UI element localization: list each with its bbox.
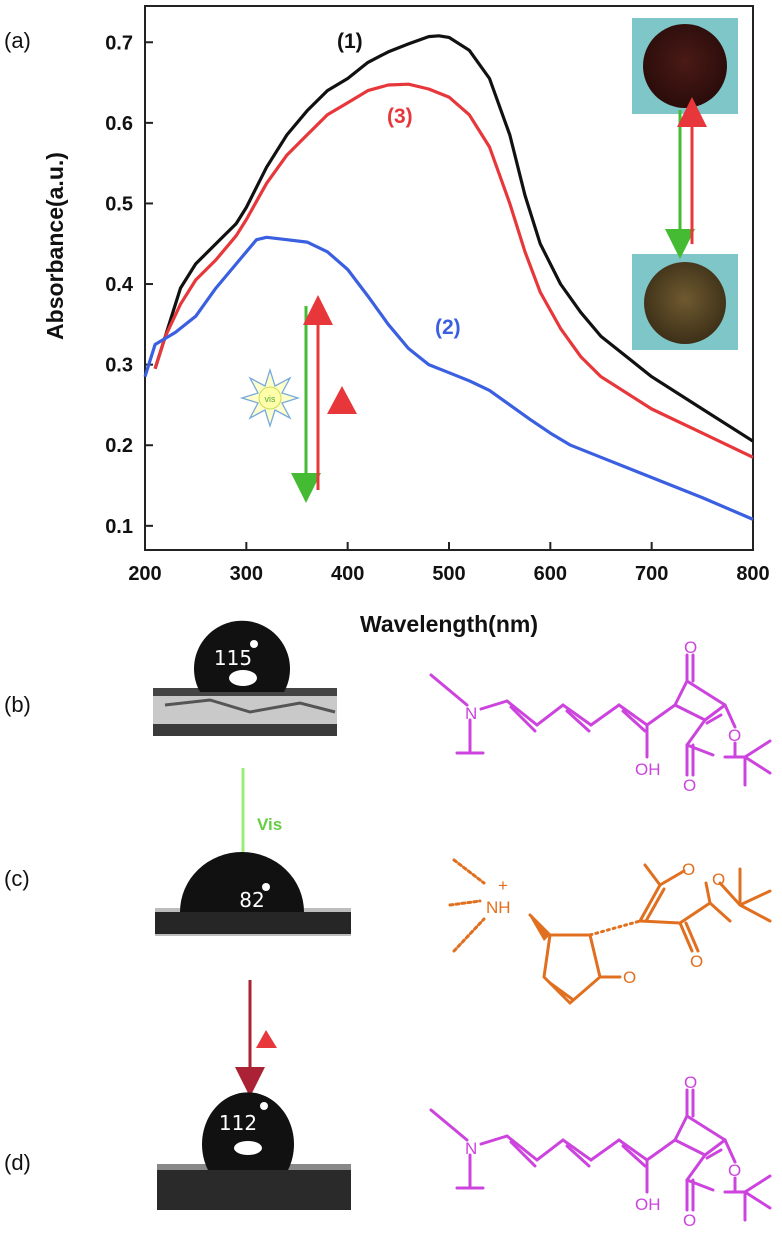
panel-label-d: (d) xyxy=(4,1150,31,1175)
y-tick-label: 0.4 xyxy=(105,274,134,296)
oxygen-label-c1: O xyxy=(682,860,695,879)
series-label-2: (2) xyxy=(435,316,461,339)
y-tick-label: 0.5 xyxy=(105,193,133,215)
y-axis-ticks: 0.1 0.2 0.3 0.4 0.5 0.6 0.7 xyxy=(105,32,153,538)
series-label-3: (3) xyxy=(387,105,413,128)
series-layer xyxy=(143,34,754,521)
contact-angle-d: 112 xyxy=(219,1111,257,1135)
droplet-d: 112 xyxy=(157,1092,351,1210)
ammonium-label-c: NH xyxy=(486,898,511,917)
series-line-2 xyxy=(153,82,754,459)
y-tick-label: 0.3 xyxy=(105,355,133,377)
panel-label-a: (a) xyxy=(4,28,31,53)
sun-icon: vis xyxy=(239,367,301,429)
x-tick-label: 700 xyxy=(635,563,668,585)
droplet-c: 82 xyxy=(155,852,351,936)
x-tick-label: 500 xyxy=(432,563,465,585)
oxygen-label-d1: O xyxy=(684,1073,697,1092)
x-tick-label: 400 xyxy=(331,563,364,585)
vis-arrow-label: Vis xyxy=(257,815,282,834)
y-tick-label: 0.2 xyxy=(105,435,133,457)
y-axis-title: Absorbance(a.u.) xyxy=(42,152,68,340)
charge-label-c: + xyxy=(498,876,508,895)
series-line-1 xyxy=(153,34,754,443)
open-form-structure-d: N OH O O O xyxy=(429,1073,772,1230)
series-label-1: (1) xyxy=(337,30,363,53)
oxygen-label-b3: O xyxy=(683,776,696,795)
contact-angle-c: 82 xyxy=(239,888,264,912)
oxygen-label-b1: O xyxy=(684,638,697,657)
heat-triangle-icon xyxy=(327,386,357,414)
x-tick-label: 300 xyxy=(230,563,263,585)
x-axis-title: Wavelength(nm) xyxy=(360,611,538,637)
open-form-structure-b: N OH O O O xyxy=(429,638,772,795)
bleached-film-photo xyxy=(632,254,738,350)
droplet-b: 115 xyxy=(153,620,337,736)
colored-film-photo xyxy=(632,18,738,114)
hydroxyl-label-b: OH xyxy=(635,760,661,779)
panel-label-b: (b) xyxy=(4,692,31,717)
sun-label: vis xyxy=(265,394,276,404)
closed-form-structure-c: NH + O O O O xyxy=(448,858,772,1006)
oxygen-label-d3: O xyxy=(683,1211,696,1230)
nitrogen-label-d: N xyxy=(465,1139,477,1158)
oxygen-label-d2: O xyxy=(728,1161,741,1180)
x-tick-label: 800 xyxy=(736,563,769,585)
y-tick-label: 0.6 xyxy=(105,113,133,135)
x-tick-label: 200 xyxy=(128,563,161,585)
absorbance-chart: 0.1 0.2 0.3 0.4 0.5 0.6 0.7 200 300 400 500 600 700… xyxy=(42,5,770,637)
oxygen-label-c2: O xyxy=(712,870,725,889)
oxygen-label-b2: O xyxy=(728,726,741,745)
nitrogen-label-b: N xyxy=(465,704,477,723)
heat-triangle-small-icon xyxy=(256,1030,277,1048)
panel-label-c: (c) xyxy=(4,866,30,891)
contact-angle-b: 115 xyxy=(214,646,252,670)
x-axis-ticks: 200 300 400 500 600 700 800 xyxy=(128,542,770,585)
series-line-3 xyxy=(143,235,754,521)
ketone-label-c: O xyxy=(623,968,636,987)
oxygen-label-c3: O xyxy=(690,952,703,971)
x-tick-label: 600 xyxy=(534,563,567,585)
hydroxyl-label-d: OH xyxy=(635,1195,661,1214)
y-tick-label: 0.7 xyxy=(105,32,133,54)
y-tick-label: 0.1 xyxy=(105,516,133,538)
